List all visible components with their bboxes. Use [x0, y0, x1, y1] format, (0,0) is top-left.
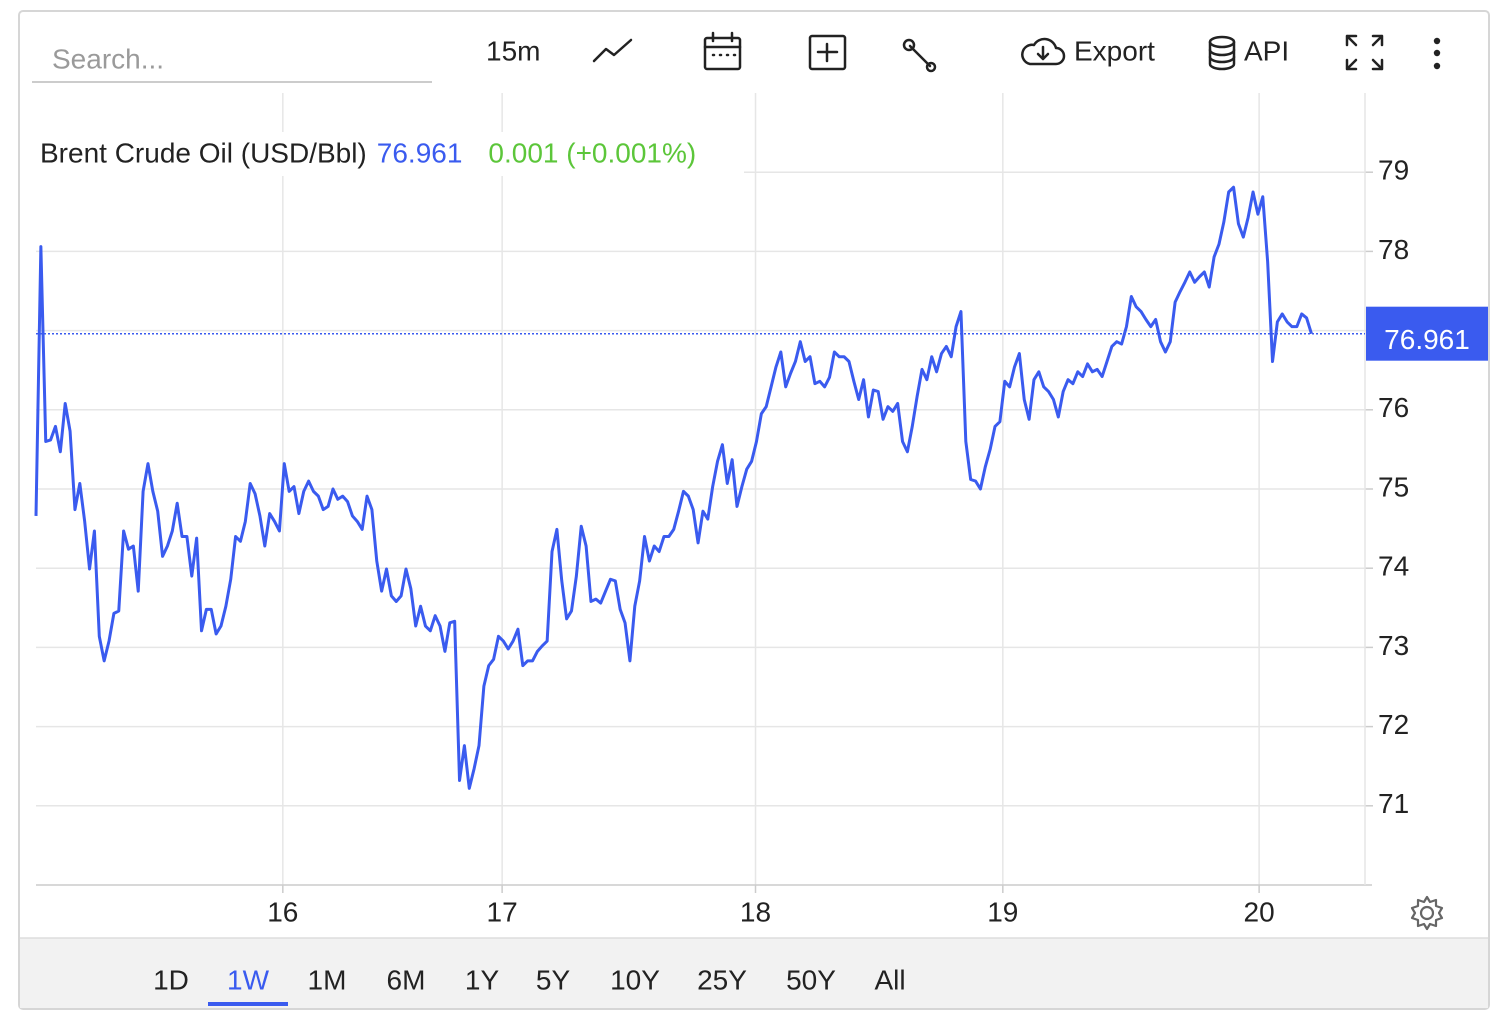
range-option[interactable]: 1M	[308, 964, 347, 995]
settings-wrench-icon[interactable]	[902, 38, 937, 73]
search-placeholder: Search...	[52, 43, 164, 74]
y-tick-label: 72	[1378, 709, 1409, 740]
x-tick-label: 16	[267, 896, 298, 927]
y-tick-label: 71	[1378, 788, 1409, 819]
range-option[interactable]: 10Y	[610, 964, 660, 995]
range-option[interactable]: 50Y	[786, 964, 836, 995]
download-arrow	[1036, 45, 1050, 61]
export-label: Export	[1074, 35, 1155, 66]
header-last-value: 76.961	[377, 137, 463, 168]
range-options: 1D 1W 1M 6M 1Y 5Y 10Y 25Y 50Y All	[153, 964, 906, 1006]
widget-frame	[18, 10, 1490, 1010]
range-bar	[20, 938, 1488, 1008]
price-line	[34, 185, 1313, 790]
y-tick-label: 78	[1378, 234, 1409, 265]
chart-type-icon[interactable]	[592, 38, 633, 63]
range-option[interactable]: 5Y	[536, 964, 571, 995]
y-tick-label: 73	[1378, 630, 1409, 661]
api-label: API	[1244, 35, 1289, 66]
range-option[interactable]: 1D	[153, 964, 189, 995]
x-tick-label: 17	[487, 896, 518, 927]
range-option[interactable]: All	[874, 964, 905, 995]
range-option[interactable]: 25Y	[697, 964, 747, 995]
calendar-icon[interactable]	[703, 31, 742, 71]
search-box[interactable]: Search...	[32, 43, 432, 83]
last-value-tag	[1366, 306, 1488, 361]
chart-title: Brent Crude Oil (USD/Bbl)	[40, 137, 367, 168]
chart-settings-gear[interactable]	[1410, 895, 1444, 931]
y-tick-label: 75	[1378, 471, 1409, 502]
range-option[interactable]: 1Y	[465, 964, 500, 995]
cloud-icon	[1021, 37, 1066, 66]
range-option[interactable]: 1W	[227, 964, 270, 995]
export-button[interactable]: Export	[1021, 35, 1155, 66]
more-menu-icon[interactable]	[1433, 37, 1441, 70]
range-option[interactable]: 6M	[387, 964, 426, 995]
database-icon	[1208, 35, 1236, 71]
x-tick-label: 19	[987, 896, 1018, 927]
y-tick-label: 76	[1378, 392, 1409, 423]
last-value-tag-label: 76.961	[1384, 324, 1470, 355]
plot-area: 76.961	[34, 185, 1488, 790]
y-tick-label: 74	[1378, 551, 1409, 582]
legend-background	[36, 132, 744, 176]
x-tick-label: 18	[740, 896, 771, 927]
interval-button[interactable]: 15m	[486, 35, 540, 66]
header-change: 0.001 (+0.001%)	[488, 137, 696, 168]
y-tick-label: 79	[1378, 155, 1409, 186]
x-tick-label: 20	[1244, 896, 1275, 927]
add-indicator-icon[interactable]	[808, 34, 847, 71]
api-button[interactable]: API	[1208, 35, 1289, 71]
fullscreen-icon[interactable]	[1345, 34, 1384, 71]
